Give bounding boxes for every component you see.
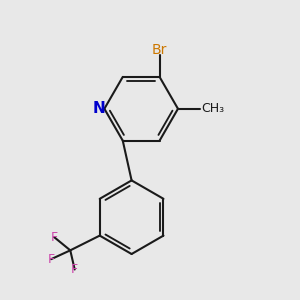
Text: F: F [48, 253, 55, 266]
Text: Br: Br [152, 43, 167, 56]
Text: F: F [71, 263, 78, 276]
Text: CH₃: CH₃ [202, 102, 225, 115]
Text: F: F [50, 231, 58, 244]
Text: N: N [93, 101, 105, 116]
